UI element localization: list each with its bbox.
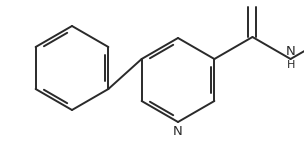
Text: N: N: [286, 45, 295, 58]
Text: H: H: [286, 60, 295, 70]
Text: N: N: [173, 125, 183, 138]
Text: O: O: [247, 0, 258, 3]
